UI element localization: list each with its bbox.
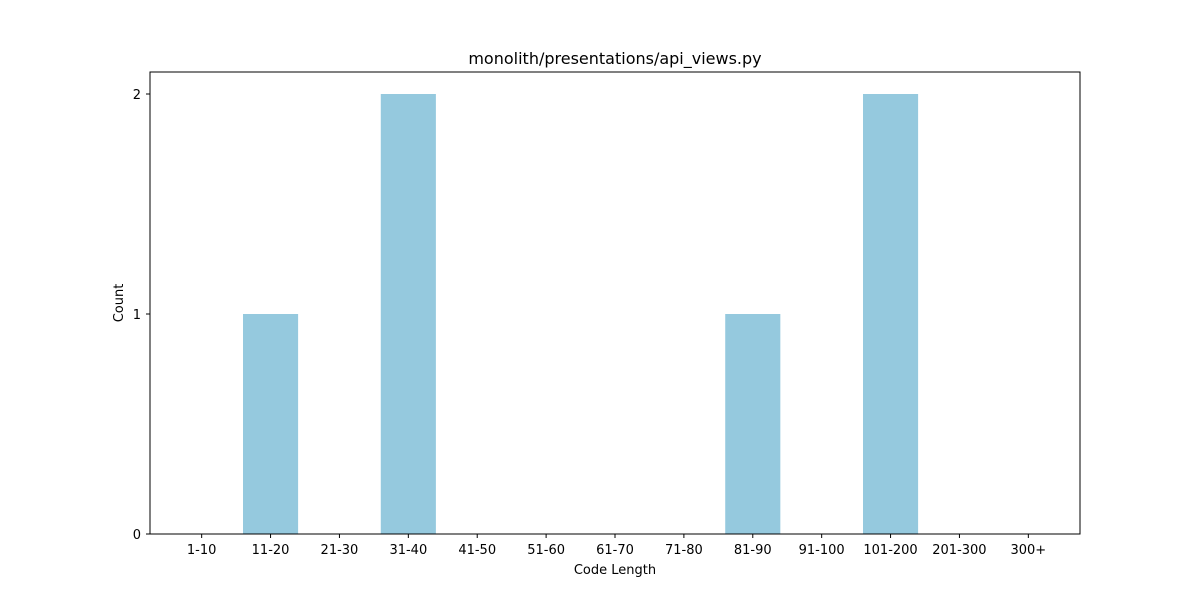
x-tick-label: 1-10 bbox=[187, 543, 217, 558]
x-axis: 1-10 11-20 21-30 31-40 41-50 51-60 61-70 71-80 8… bbox=[187, 534, 1046, 558]
y-axis-label: Count bbox=[112, 284, 127, 323]
x-tick-label: 11-20 bbox=[252, 543, 290, 558]
x-tick-label: 300+ bbox=[1010, 543, 1046, 558]
bar-31-40 bbox=[380, 94, 436, 534]
x-tick-label: 101-200 bbox=[863, 543, 917, 558]
x-tick-label: 71-80 bbox=[665, 543, 703, 558]
bar-11-20 bbox=[243, 314, 299, 534]
x-tick-label: 41-50 bbox=[458, 543, 496, 558]
x-tick-label: 81-90 bbox=[734, 543, 772, 558]
x-tick-label: 61-70 bbox=[596, 543, 634, 558]
chart-title: monolith/presentations/api_views.py bbox=[468, 49, 761, 69]
y-tick-label: 2 bbox=[133, 88, 141, 103]
x-tick-label: 21-30 bbox=[321, 543, 359, 558]
y-tick-label: 0 bbox=[133, 528, 141, 543]
x-axis-label: Code Length bbox=[574, 563, 656, 578]
x-tick-label: 91-100 bbox=[799, 543, 845, 558]
bar-101-200 bbox=[863, 94, 919, 534]
x-tick-label: 201-300 bbox=[932, 543, 986, 558]
y-tick-label: 1 bbox=[133, 308, 141, 323]
bar-81-90 bbox=[725, 314, 781, 534]
x-tick-label: 31-40 bbox=[389, 543, 427, 558]
y-axis: 0 1 2 bbox=[133, 88, 150, 543]
bars-layer bbox=[243, 94, 919, 534]
x-tick-label: 51-60 bbox=[527, 543, 565, 558]
